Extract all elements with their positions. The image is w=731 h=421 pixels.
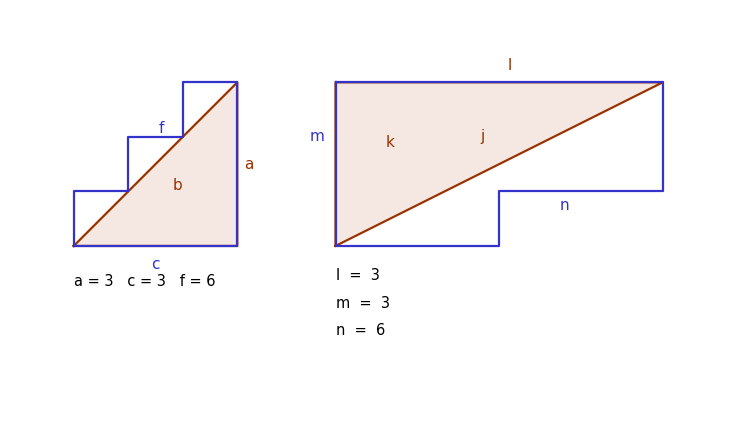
Text: b: b <box>173 179 182 194</box>
Polygon shape <box>74 83 238 246</box>
Text: n: n <box>560 197 569 213</box>
Text: f: f <box>158 121 164 136</box>
Text: l  =  3: l = 3 <box>336 269 379 283</box>
Text: c: c <box>151 257 160 272</box>
Text: l: l <box>508 58 512 72</box>
Text: m: m <box>310 129 325 144</box>
Text: n  =  6: n = 6 <box>336 323 385 338</box>
Text: m  =  3: m = 3 <box>336 296 390 311</box>
Polygon shape <box>336 83 663 246</box>
Text: a: a <box>244 157 253 172</box>
Text: a = 3   c = 3   f = 6: a = 3 c = 3 f = 6 <box>74 274 215 289</box>
Text: k: k <box>386 135 395 150</box>
Text: j: j <box>481 129 485 144</box>
